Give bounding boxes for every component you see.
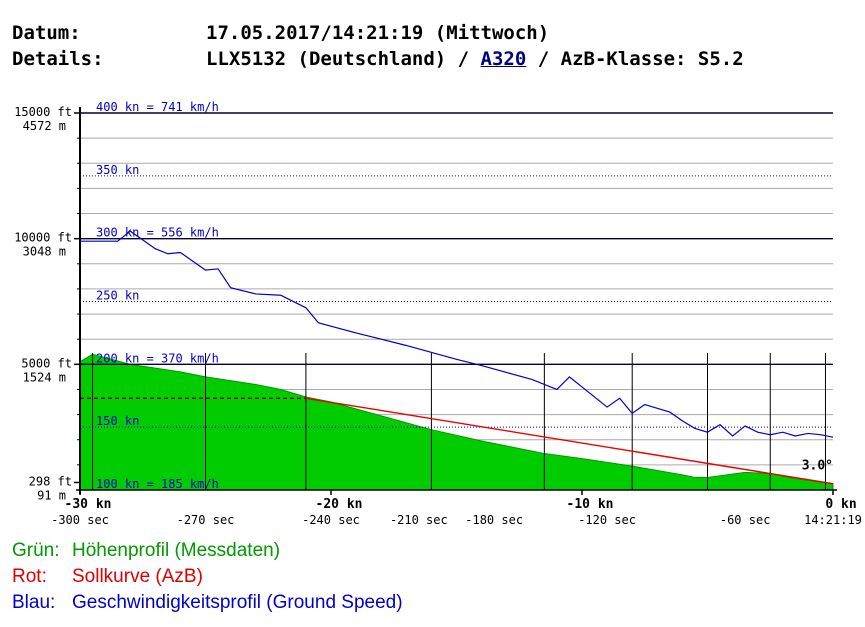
flight-id: LLX5132 (Deutschland) — [206, 48, 447, 70]
x-time-label: -180 sec — [465, 513, 523, 527]
altitude-ft-label: 15000 ft — [14, 105, 72, 119]
legend-blue-text: Geschwindigkeitsprofil (Ground Speed) — [72, 592, 403, 613]
speed-level-label: 300 kn = 556 km/h — [96, 226, 219, 240]
target-curve-descent — [305, 397, 834, 485]
x-time-label: -60 sec — [720, 513, 771, 527]
altitude-m-label: 4572 m — [23, 119, 66, 133]
separator: / — [446, 48, 481, 70]
legend-green: Grün: Höhenprofil (Messdaten) — [12, 540, 280, 562]
x-time-label: 14:21:19 — [804, 513, 862, 527]
legend-blue: Blau: Geschwindigkeitsprofil (Ground Spee… — [12, 592, 403, 614]
x-km-label: 0 kn — [825, 497, 856, 512]
details-value: LLX5132 (Deutschland) / A320 / AzB-Klass… — [206, 48, 744, 70]
legend-red-key: Rot: — [12, 566, 47, 587]
separator: / — [526, 48, 561, 70]
x-time-label: -120 sec — [578, 513, 636, 527]
azb-class: AzB-Klasse: S5.2 — [560, 48, 744, 70]
x-time-label: -270 sec — [177, 513, 235, 527]
speed-level-label: 200 kn = 370 km/h — [96, 351, 219, 365]
legend-blue-key: Blau: — [12, 592, 56, 613]
speed-level-label: 250 kn — [96, 289, 139, 303]
ground-speed-line — [80, 230, 834, 438]
legend-green-text: Höhenprofil (Messdaten) — [72, 540, 281, 561]
legend-green-key: Grün: — [12, 540, 60, 561]
altitude-m-label: 91 m — [37, 488, 66, 502]
glide-angle-label: 3.0° — [802, 458, 833, 473]
speed-level-label: 350 kn — [96, 163, 139, 177]
altitude-m-label: 3048 m — [23, 245, 66, 259]
speed-level-label: 400 kn = 741 km/h — [96, 100, 219, 114]
datum-label: Datum: — [12, 22, 81, 44]
approach-profile-chart: 400 kn = 741 km/h 350 kn 300 kn = 556 km/h… — [14, 100, 862, 527]
speed-level-label: 100 kn = 185 km/h — [96, 477, 219, 491]
legend-red-text: Sollkurve (AzB) — [72, 566, 203, 587]
altitude-ft-label: 298 ft — [29, 474, 72, 488]
x-km-label: -20 kn — [316, 497, 363, 512]
x-km-label: -10 kn — [567, 497, 614, 512]
altitude-m-label: 1524 m — [23, 370, 66, 384]
x-time-label: -240 sec — [302, 513, 360, 527]
aircraft-type-link[interactable]: A320 — [480, 48, 527, 70]
x-time-label: -300 sec — [51, 513, 109, 527]
details-label: Details: — [12, 48, 104, 70]
legend-red: Rot: Sollkurve (AzB) — [12, 566, 203, 588]
altitude-ft-label: 10000 ft — [14, 231, 72, 245]
altitude-ft-label: 5000 ft — [21, 356, 72, 370]
x-time-label: -210 sec — [390, 513, 448, 527]
x-km-label: -30 kn — [65, 497, 112, 512]
speed-level-label: 150 kn — [96, 414, 139, 428]
datum-value: 17.05.2017/14:21:19 (Mittwoch) — [206, 22, 550, 44]
